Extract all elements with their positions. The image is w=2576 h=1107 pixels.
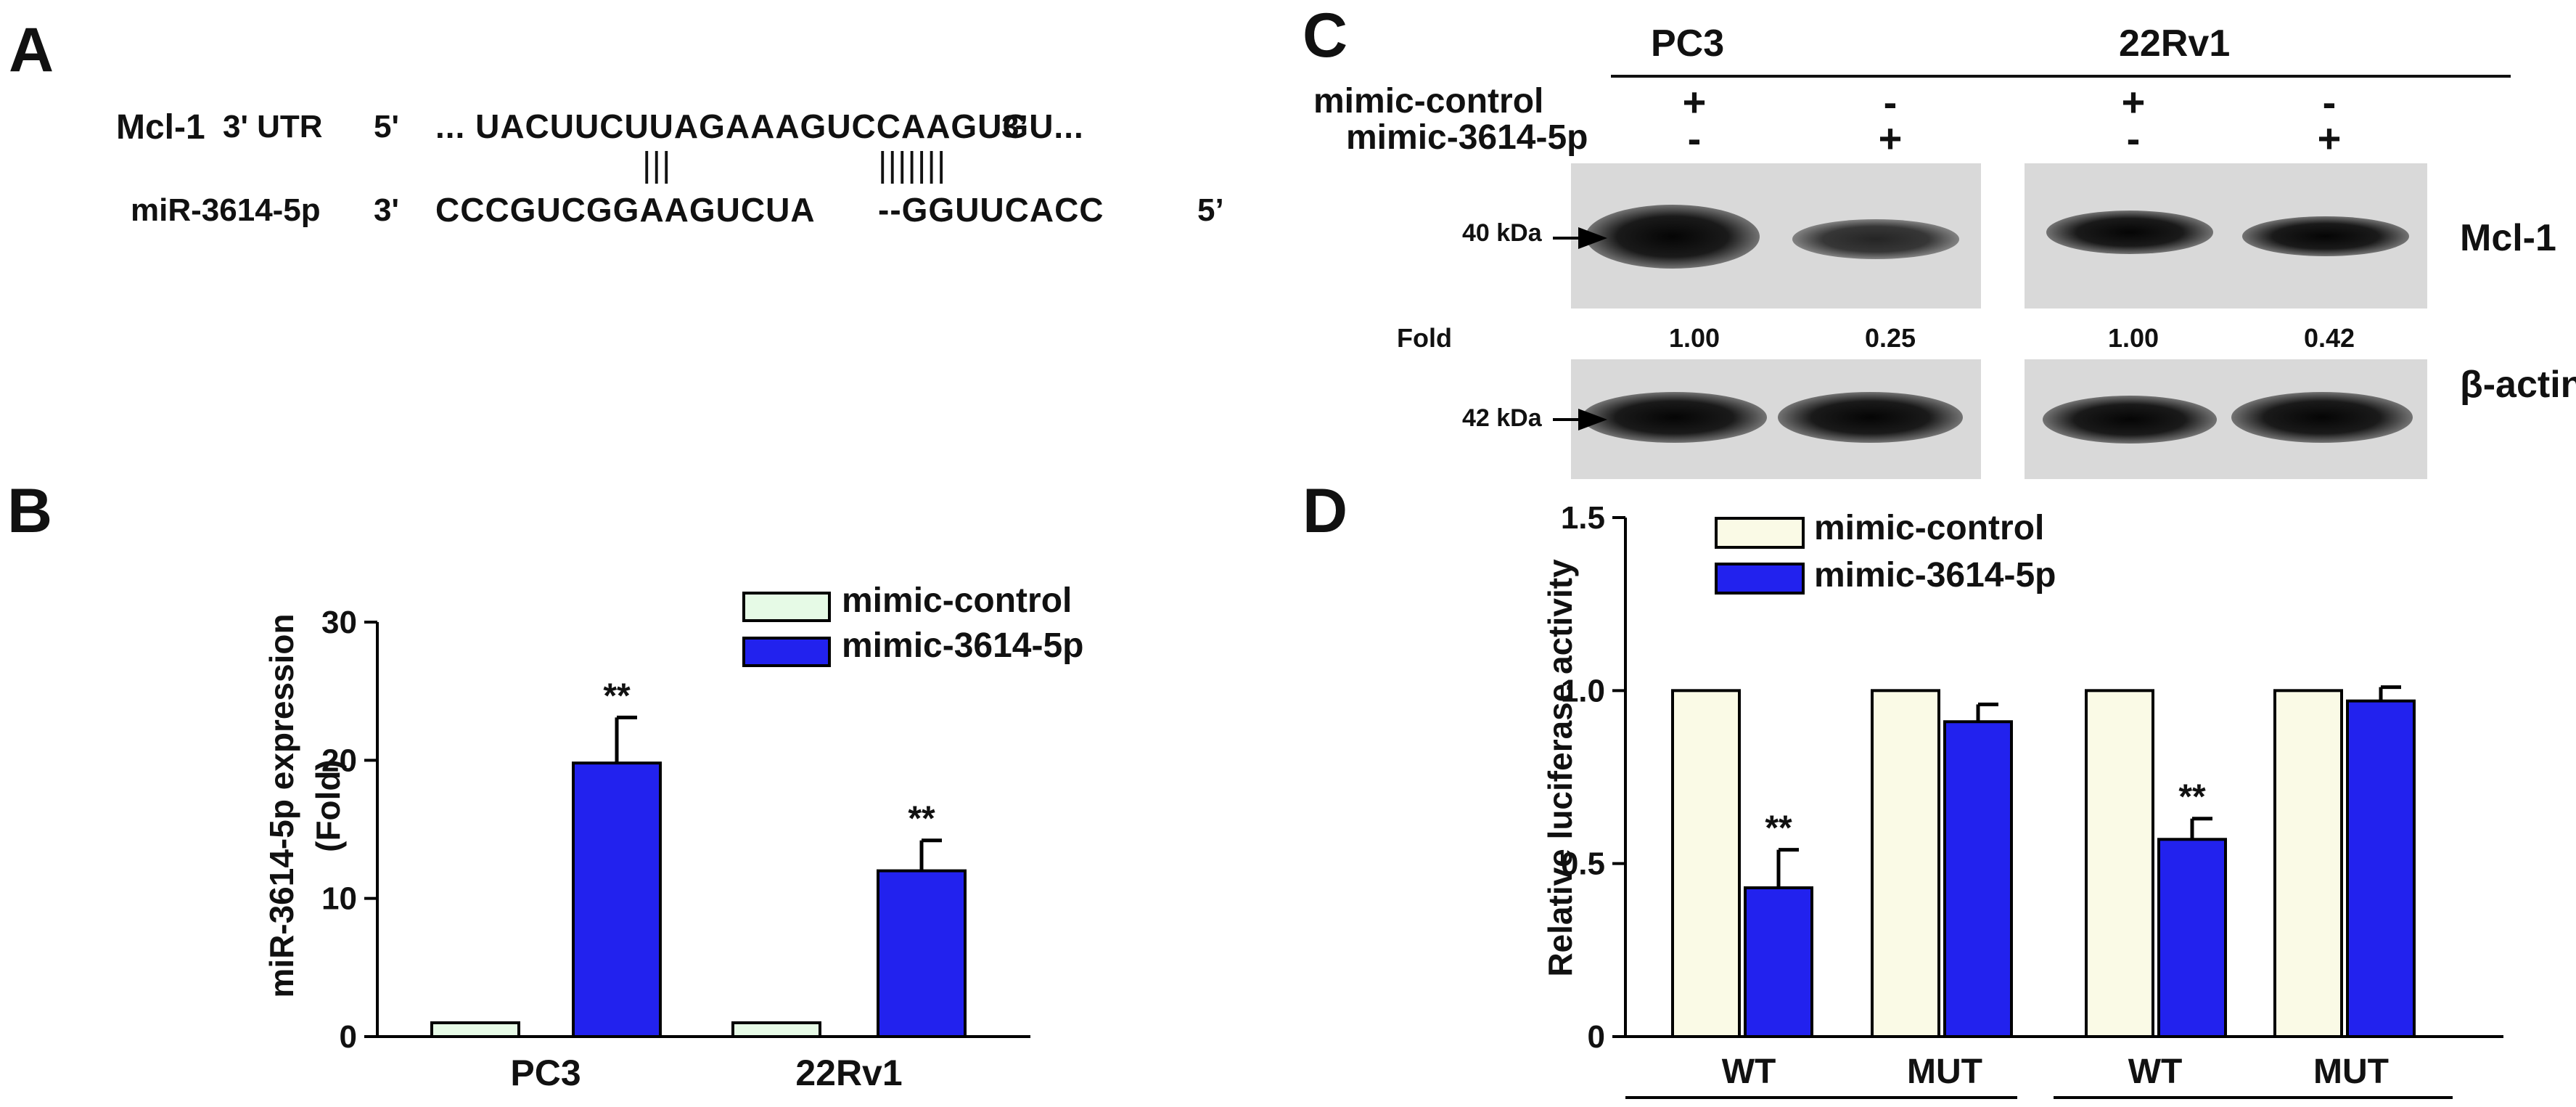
sign-mimic-lane-3: - — [2126, 115, 2141, 161]
chart-b-bar-mimic-1 — [877, 869, 967, 1038]
chart-d-ytick-label-3: 1.5 — [1561, 500, 1605, 536]
row-label-mimic-control: mimic-control — [1313, 82, 1544, 120]
panel-letter-a: A — [9, 15, 54, 85]
fold-label: Fold — [1397, 323, 1452, 353]
chart-b-bar-control-1 — [731, 1021, 821, 1039]
cell-line-pc3: PC3 — [1651, 23, 1725, 65]
chart-b-significance-1: ** — [908, 800, 935, 838]
chart-b-ytick-label-3: 30 — [321, 605, 357, 640]
fold-value-lane-4: 0.42 — [2303, 323, 2355, 353]
panel-letter-b: B — [7, 476, 53, 546]
fold-value-lane-3: 1.00 — [2107, 323, 2159, 353]
band-mcl1-2 — [1792, 219, 1959, 259]
row2-5prime: 5’ — [1197, 192, 1224, 228]
mirna-label: miR-3614-5p — [131, 192, 321, 228]
label-beta-actin: β-actin — [2460, 364, 2576, 406]
arrow-40kda-head — [1578, 227, 1607, 249]
sign-control-lane-4: - — [2322, 79, 2337, 125]
cell-line-22rv1: 22Rv1 — [2119, 23, 2231, 65]
chart-b-legend-swatch-mimic — [742, 637, 831, 667]
band-actin-3 — [2043, 396, 2217, 444]
row1-5prime: 5' — [374, 109, 399, 144]
mw-42kda: 42 kDa — [1462, 404, 1542, 432]
chart-b-ytick-label-1: 10 — [321, 881, 357, 917]
sign-mimic-lane-4: + — [2317, 115, 2342, 161]
chart-d-significance-0: ** — [1765, 809, 1792, 848]
chart-b-bar-mimic-0 — [572, 761, 662, 1038]
band-mcl1-3 — [2046, 211, 2213, 254]
utr-sequence: ... UACUUCUUAGAAAGUCCAAGUGU... — [435, 107, 1084, 145]
chart-d-legend-label-control: mimic-control — [1814, 509, 2045, 547]
header-rule — [1611, 75, 2511, 78]
chart-d-category-label-3: MUT — [2313, 1053, 2389, 1091]
chart-d-legend-label-mimic: mimic-3614-5p — [1814, 556, 2056, 595]
chart-d-ytick-label-1: 0.5 — [1561, 846, 1605, 882]
sign-control-lane-2: - — [1883, 79, 1898, 125]
chart-d-category-label-0: WT — [1722, 1053, 1776, 1091]
chart-d-bar-control-1 — [1871, 689, 1940, 1038]
chart-d-bar-control-2 — [2085, 689, 2154, 1038]
sign-control-lane-1: + — [1682, 79, 1707, 125]
chart-b-legend-label-mimic: mimic-3614-5p — [842, 626, 1084, 665]
chart-d-bar-mimic-0 — [1744, 886, 1813, 1038]
chart-b-legend-swatch-control — [742, 592, 831, 622]
chart-b-ytick-label-2: 20 — [321, 743, 357, 778]
sign-mimic-lane-2: + — [1878, 115, 1903, 161]
chart-d-ytick-label-2: 1.0 — [1561, 673, 1605, 708]
chart-b-ytick-label-0: 0 — [340, 1019, 357, 1055]
chart-b-category-label-0: PC3 — [510, 1053, 581, 1093]
sign-mimic-lane-1: - — [1687, 115, 1702, 161]
arrow-42kda-head — [1578, 409, 1607, 430]
fold-value-lane-2: 0.25 — [1864, 323, 1916, 353]
chart-d-bar-mimic-2 — [2157, 838, 2227, 1039]
mcl1-label: Mcl-1 — [116, 108, 205, 147]
row2-3prime: 3' — [374, 192, 399, 228]
chart-d-legend-swatch-control — [1715, 517, 1805, 549]
band-mcl1-4 — [2242, 216, 2409, 256]
chart-b-legend-label-control: mimic-control — [842, 581, 1072, 620]
row1-3prime: 3’ — [1001, 109, 1028, 144]
chart-d-legend-swatch-mimic — [1715, 563, 1805, 595]
panel-letter-c: C — [1303, 1, 1348, 70]
chart-d-bar-mimic-1 — [1943, 720, 2013, 1038]
band-actin-2 — [1778, 392, 1963, 443]
utr-label: 3' UTR — [223, 109, 323, 144]
chart-d-bar-mimic-3 — [2346, 699, 2416, 1039]
fold-value-lane-1: 1.00 — [1668, 323, 1720, 353]
sign-control-lane-3: + — [2121, 79, 2146, 125]
panel-letter-d: D — [1303, 476, 1348, 546]
chart-b-significance-0: ** — [603, 677, 631, 715]
chart-b-category-label-1: 22Rv1 — [795, 1053, 902, 1093]
chart-d-significance-2: ** — [2178, 778, 2206, 817]
chart-d-category-label-1: MUT — [1907, 1053, 1982, 1091]
row-label-mimic-3614: mimic-3614-5p — [1346, 118, 1588, 157]
pairing-right: ||||||| — [878, 146, 947, 184]
chart-d-bar-control-3 — [2273, 689, 2343, 1038]
mirna-sequence-left: CCCGUCGGAAGUCUA — [435, 191, 816, 229]
label-mcl1: Mcl-1 — [2460, 217, 2556, 259]
chart-d-bar-control-0 — [1671, 689, 1741, 1038]
mw-40kda: 40 kDa — [1462, 219, 1542, 247]
pairing-left: ||| — [642, 146, 672, 184]
band-actin-1 — [1582, 392, 1767, 443]
chart-b-bar-control-0 — [430, 1021, 520, 1039]
chart-d-category-label-2: WT — [2128, 1053, 2183, 1091]
mirna-sequence-right: --GGUUCACC — [878, 191, 1104, 229]
band-mcl1-1 — [1586, 205, 1760, 269]
chart-d-ytick-label-0: 0 — [1588, 1019, 1605, 1055]
band-actin-4 — [2231, 392, 2413, 443]
